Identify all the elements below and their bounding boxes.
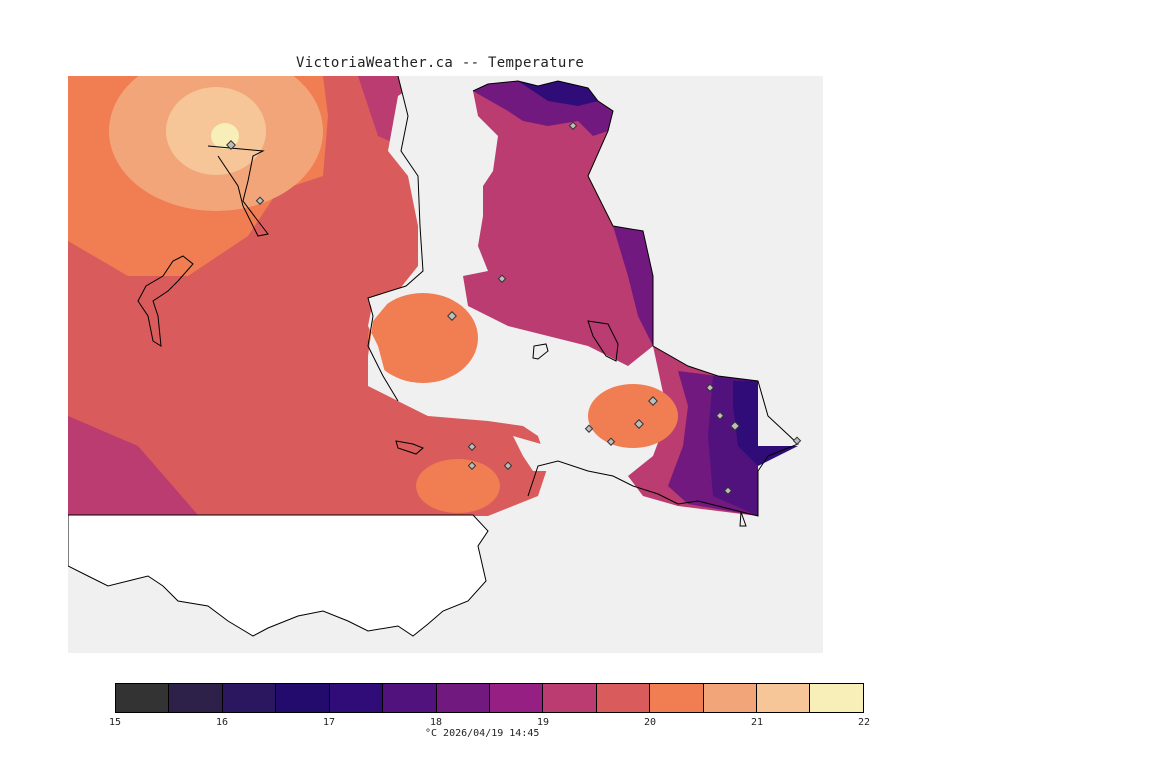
- colorbar-segment: [703, 684, 758, 712]
- colorbar-segment: [169, 684, 223, 712]
- colorbar-segment: [543, 684, 597, 712]
- station-marker: [792, 436, 802, 445]
- colorbar-segment: [810, 684, 863, 712]
- colorbar-label: 16: [215, 717, 229, 728]
- colorbar-label: 15: [108, 717, 122, 728]
- colorbar-caption: °C 2026/04/19 14:45: [425, 728, 540, 739]
- contour-sooke-20-5: [416, 459, 500, 513]
- colorbar-segment: [757, 684, 811, 712]
- station-marker: [730, 421, 740, 431]
- station-marker: [255, 196, 265, 205]
- colorbar-scale: [115, 683, 864, 713]
- colorbar-label: 20: [643, 717, 657, 728]
- colorbar-segment: [650, 684, 704, 712]
- station-marker: [705, 383, 715, 392]
- station-marker: [648, 396, 658, 406]
- map-title: VictoriaWeather.ca -- Temperature: [296, 55, 585, 71]
- colorbar-segment: [329, 684, 384, 712]
- colorbar-label: 17: [322, 717, 336, 728]
- station-marker: [467, 461, 477, 470]
- temperature-map[interactable]: [68, 76, 823, 653]
- station-marker: [634, 419, 644, 429]
- coastline: [137, 76, 799, 527]
- contour-east-18: [613, 226, 653, 346]
- colorbar-segment: [222, 684, 277, 712]
- contour-victoria-17: [733, 381, 798, 466]
- colorbar-segment: [596, 684, 651, 712]
- colorbar-label: 18: [429, 717, 443, 728]
- station-marker: [606, 437, 616, 446]
- contour-sw-19: [68, 416, 198, 515]
- contour-saanich-17: [518, 81, 598, 106]
- station-marker: [715, 411, 725, 420]
- station-marker: [226, 140, 236, 150]
- station-marker: [503, 461, 513, 470]
- land-unfilled: [68, 514, 489, 637]
- contour-saanich-19: [463, 81, 653, 366]
- contour-colwood-20-5: [588, 384, 678, 448]
- station-marker: [723, 486, 733, 495]
- station-marker: [467, 442, 477, 451]
- station-marker: [447, 311, 457, 321]
- colorbar-label: 19: [536, 717, 550, 728]
- colorbar-segment: [489, 684, 544, 712]
- colorbar-label: 22: [857, 717, 871, 728]
- colorbar: 15 16 17 18 19 20 21 22: [109, 683, 875, 728]
- station-marker: [497, 274, 507, 283]
- colorbar-segment: [436, 684, 490, 712]
- inlet-victoria-harbour: [513, 431, 598, 471]
- colorbar-segment: [276, 684, 330, 712]
- colorbar-segment: [116, 684, 170, 712]
- station-markers: [226, 121, 802, 495]
- colorbar-segment: [383, 684, 437, 712]
- station-marker: [568, 121, 578, 130]
- station-marker: [584, 424, 594, 433]
- colorbar-label: 21: [750, 717, 764, 728]
